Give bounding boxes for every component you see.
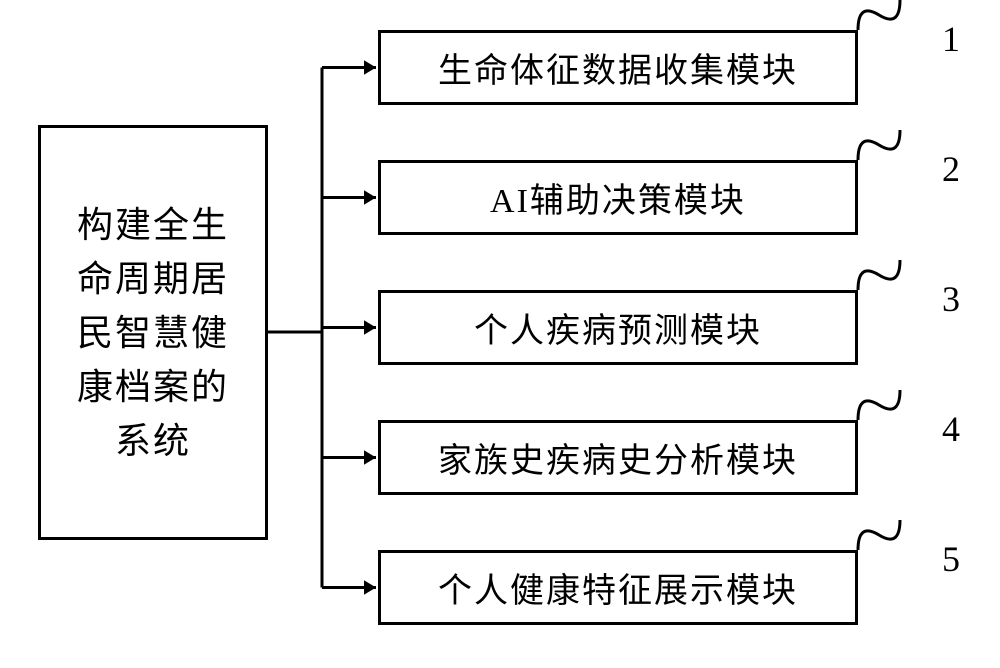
module-label: 个人健康特征展示模块 — [438, 563, 798, 612]
module-label: AI辅助决策模块 — [490, 173, 746, 222]
source-system-label: 构建全生命周期居民智慧健康档案的系统 — [59, 198, 247, 468]
module-number-1: 1 — [942, 18, 960, 60]
module-number-5: 5 — [942, 538, 960, 580]
module-number-2: 2 — [942, 148, 960, 190]
module-box-3: 个人疾病预测模块 — [378, 290, 858, 365]
module-box-1: 生命体征数据收集模块 — [378, 30, 858, 105]
source-system-box: 构建全生命周期居民智慧健康档案的系统 — [38, 125, 268, 540]
module-label: 生命体征数据收集模块 — [438, 43, 798, 92]
module-box-5: 个人健康特征展示模块 — [378, 550, 858, 625]
module-label: 个人疾病预测模块 — [474, 303, 762, 352]
module-number-4: 4 — [942, 408, 960, 450]
module-label: 家族史疾病史分析模块 — [438, 433, 798, 482]
module-box-2: AI辅助决策模块 — [378, 160, 858, 235]
module-box-4: 家族史疾病史分析模块 — [378, 420, 858, 495]
module-number-3: 3 — [942, 278, 960, 320]
